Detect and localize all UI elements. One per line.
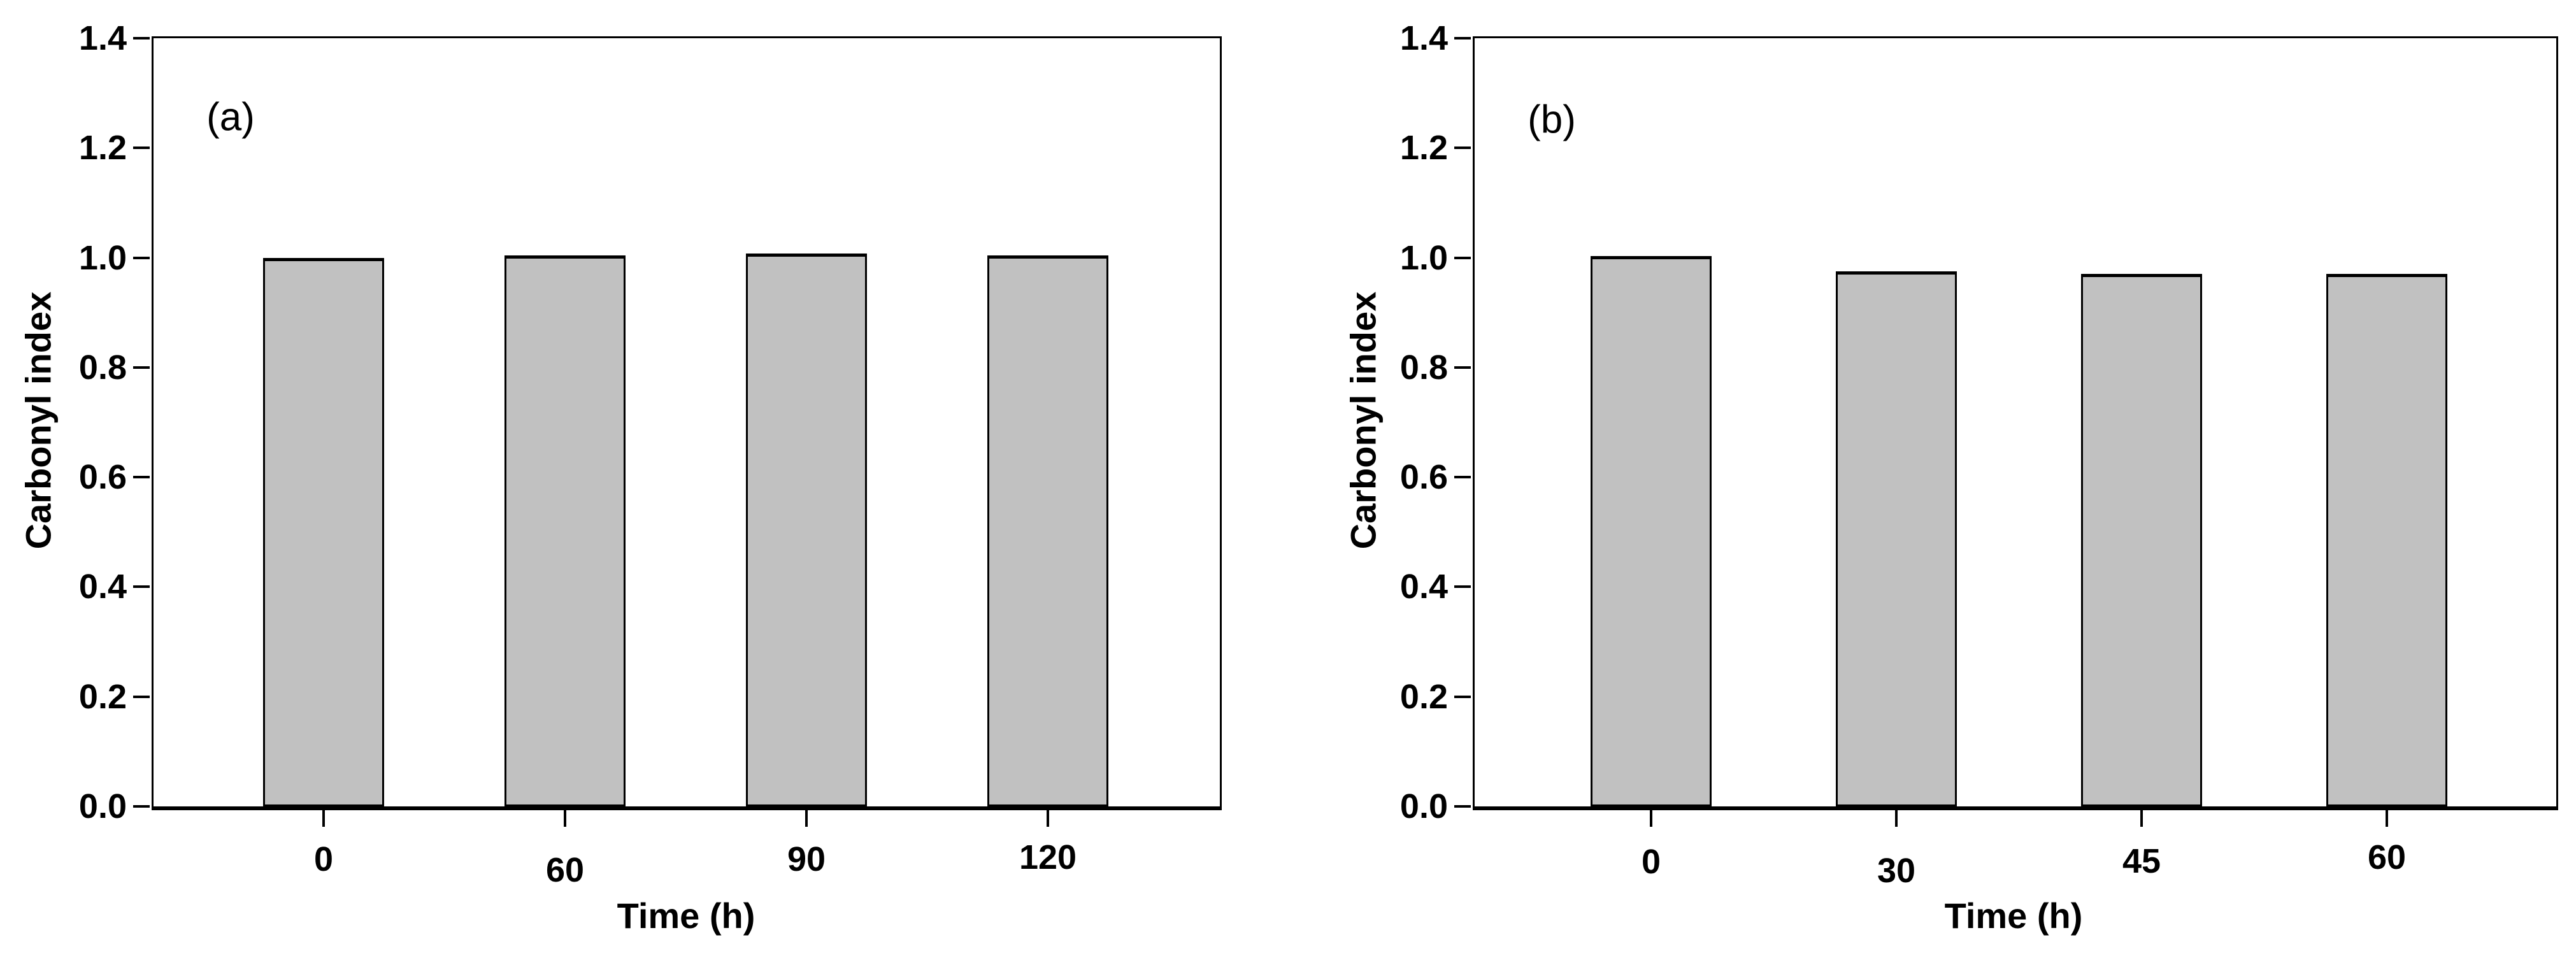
y-axis-tick-label: 0.4	[1399, 568, 1448, 606]
x-axis-tick	[805, 806, 808, 827]
bar	[504, 255, 626, 806]
y-axis-tick	[133, 256, 150, 259]
x-axis-title-b: Time (h)	[1944, 896, 2083, 936]
y-axis-tick	[1454, 585, 1471, 589]
y-axis-tick-label: 0.2	[1399, 677, 1448, 716]
x-axis-tick-label: 30	[1877, 852, 1916, 890]
bar	[1591, 256, 1712, 806]
y-axis-tick	[1454, 37, 1471, 39]
y-axis-title-b: Carbonyl index	[1343, 291, 1384, 550]
y-axis-tick-label: 1.0	[1399, 238, 1448, 277]
panel-label-b: (b)	[1528, 97, 1576, 142]
y-axis-tick-label: 1.4	[78, 19, 127, 57]
y-axis-tick-label: 0.8	[78, 348, 127, 387]
x-axis-tick-label: 45	[2122, 842, 2161, 880]
y-axis-tick	[1454, 805, 1471, 808]
y-axis-tick	[133, 147, 150, 150]
y-axis-tick-label: 0.0	[1399, 787, 1448, 826]
panel-label-a: (a)	[206, 95, 255, 139]
y-axis-tick	[1454, 366, 1471, 369]
y-axis-tick	[1454, 476, 1471, 479]
y-axis-tick	[133, 805, 150, 808]
y-axis-tick-label: 0.2	[78, 677, 127, 716]
bar	[263, 257, 384, 806]
y-axis-tick-label: 0.4	[78, 568, 127, 606]
y-axis-tick-label: 1.4	[1399, 19, 1448, 57]
y-axis-tick-label: 1.2	[1399, 129, 1448, 168]
x-axis-title-a: Time (h)	[617, 896, 755, 936]
y-axis-tick-label: 1.2	[78, 129, 127, 168]
y-axis-tick-label: 0.0	[78, 787, 127, 826]
y-axis-tick-label: 0.6	[1399, 458, 1448, 497]
y-axis-title-a: Carbonyl index	[18, 291, 59, 550]
x-axis-tick	[2386, 806, 2388, 827]
x-axis-tick-label: 90	[787, 840, 826, 878]
x-axis-tick	[1650, 806, 1652, 827]
bar	[746, 253, 867, 806]
bar	[2081, 274, 2202, 806]
y-axis-tick	[1454, 256, 1471, 259]
x-axis-tick-label: 0	[1641, 843, 1661, 881]
plot-area-a: 0.0 0.2 0.4 0.6 0.8 1.0 1.2 1.4 0 60 90 120	[79, 19, 1222, 889]
y-axis-tick-label: 1.0	[78, 238, 127, 277]
plot-area-b: 0.0 0.2 0.4 0.6 0.8 1.0 1.2 1.4 0 30 45 60	[1400, 19, 2558, 890]
x-axis-tick	[322, 806, 325, 827]
x-axis-tick-label: 120	[1019, 838, 1077, 876]
x-axis-tick-label: 0	[313, 840, 334, 878]
bar	[987, 255, 1108, 806]
y-axis-tick-label: 0.8	[1399, 348, 1448, 387]
y-axis-tick-label: 0.6	[78, 458, 127, 497]
y-axis-tick	[133, 695, 150, 698]
x-axis-tick	[1895, 806, 1898, 827]
y-axis-tick	[1454, 695, 1471, 698]
y-axis-tick	[133, 585, 150, 589]
y-axis-tick	[133, 476, 150, 479]
x-axis-tick	[1047, 806, 1049, 827]
y-axis-tick	[133, 37, 150, 39]
y-axis-tick	[1454, 147, 1471, 150]
y-axis-tick	[133, 366, 150, 369]
x-axis-tick	[2140, 806, 2143, 827]
x-axis-tick	[564, 806, 566, 827]
bar	[1836, 271, 1957, 806]
x-axis-tick-label: 60	[2367, 838, 2407, 876]
x-axis-tick-label: 60	[545, 851, 585, 889]
bar	[2326, 274, 2447, 806]
